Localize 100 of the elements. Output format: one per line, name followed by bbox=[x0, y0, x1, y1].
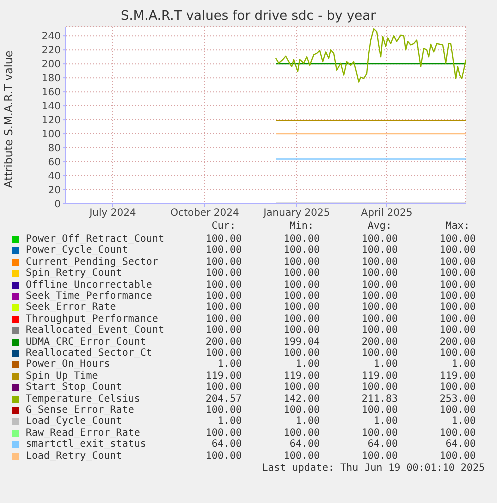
text: 1.00 bbox=[294, 359, 320, 370]
legend-label: Spin_Up_Time bbox=[26, 370, 98, 382]
text: 100.00 bbox=[438, 450, 476, 462]
text: 200.00 bbox=[438, 336, 476, 348]
text: 100.00 bbox=[282, 280, 320, 291]
line-series bbox=[275, 28, 466, 83]
legend-label: Reallocated_Event_Count bbox=[26, 325, 164, 336]
y-tick-label: 120 bbox=[42, 116, 61, 127]
text: 199.04 bbox=[282, 336, 320, 348]
legend-label: Temperature_Celsius bbox=[26, 394, 140, 405]
text: 100.00 bbox=[438, 291, 476, 302]
text: 100.00 bbox=[438, 280, 476, 291]
legend-label: Raw_Read_Error_Rate bbox=[26, 428, 140, 439]
x-tick-label: January 2025 bbox=[262, 208, 330, 220]
x-tick-label: July 2024 bbox=[88, 208, 136, 220]
legend-label: Seek_Error_Rate bbox=[26, 302, 116, 314]
text: 100.00 bbox=[204, 405, 242, 416]
text: 100.00 bbox=[204, 234, 242, 245]
text: 100.00 bbox=[204, 256, 242, 268]
y-tick-label: 40 bbox=[48, 172, 61, 183]
text: 1.00 bbox=[294, 416, 320, 428]
legend-label: G_Sense_Error_Rate bbox=[26, 405, 134, 416]
legend-label: Load_Cycle_Count bbox=[26, 416, 122, 428]
text: 100.00 bbox=[204, 302, 242, 314]
legend-label: Offline_Uncorrectable bbox=[26, 280, 152, 291]
legend-label: Seek_Time_Performance bbox=[26, 291, 152, 302]
text: 64.00 bbox=[288, 439, 320, 450]
text: 100.00 bbox=[282, 405, 320, 416]
legend-label: smartctl_exit_status bbox=[26, 439, 146, 450]
text: 119.00 bbox=[438, 370, 476, 382]
text: 100.00 bbox=[360, 256, 398, 268]
y-tick-label: 20 bbox=[48, 186, 61, 197]
text: 100.00 bbox=[360, 291, 398, 302]
text: 1.00 bbox=[450, 416, 476, 428]
y-axis-title: Attribute S.M.A.R.T value bbox=[2, 50, 16, 190]
text: 100.00 bbox=[282, 314, 320, 325]
text: 100.00 bbox=[282, 382, 320, 394]
y-tick-label: 160 bbox=[42, 88, 61, 99]
text: 100.00 bbox=[438, 256, 476, 268]
text: Cur: bbox=[210, 221, 237, 232]
text: 100.00 bbox=[204, 382, 242, 394]
text: 100.00 bbox=[204, 348, 242, 359]
text: 100.00 bbox=[282, 256, 320, 268]
text: 253.00 bbox=[438, 394, 476, 405]
text: 100.00 bbox=[360, 268, 398, 280]
legend-label: Power_Cycle_Count bbox=[26, 245, 128, 256]
legend-label: Load_Retry_Count bbox=[26, 450, 122, 462]
text: 100.00 bbox=[204, 314, 242, 325]
text: 1.00 bbox=[450, 359, 476, 370]
text: 100.00 bbox=[282, 302, 320, 314]
legend-label: UDMA_CRC_Error_Count bbox=[26, 336, 146, 348]
y-tick-label: 100 bbox=[42, 130, 61, 141]
text: 100.00 bbox=[282, 245, 320, 256]
text: 100.00 bbox=[282, 291, 320, 302]
text: 100.00 bbox=[282, 428, 320, 439]
text: Avg: bbox=[366, 221, 393, 232]
text: 100.00 bbox=[282, 450, 320, 462]
text: 100.00 bbox=[438, 428, 476, 439]
text: 100.00 bbox=[360, 234, 398, 245]
legend-label: Power_Off_Retract_Count bbox=[26, 234, 164, 245]
text: 100.00 bbox=[282, 268, 320, 280]
text: 100.00 bbox=[360, 348, 398, 359]
text: 1.00 bbox=[216, 416, 242, 428]
text: 100.00 bbox=[360, 405, 398, 416]
legend-label: Throughput_Performance bbox=[26, 314, 158, 325]
x-tick-label: October 2024 bbox=[170, 208, 240, 220]
text: 100.00 bbox=[360, 302, 398, 314]
text: 100.00 bbox=[438, 245, 476, 256]
text: 204.57 bbox=[204, 394, 242, 405]
text: 100.00 bbox=[438, 302, 476, 314]
text: 100.00 bbox=[438, 382, 476, 394]
text: 142.00 bbox=[282, 394, 320, 405]
text: 64.00 bbox=[444, 439, 476, 450]
text: 100.00 bbox=[282, 325, 320, 336]
text: Min: bbox=[288, 221, 315, 232]
text: 100.00 bbox=[204, 450, 242, 462]
text: 119.00 bbox=[360, 370, 398, 382]
legend-label: Current_Pending_Sector bbox=[26, 256, 158, 268]
text: 100.00 bbox=[438, 405, 476, 416]
text: 100.00 bbox=[282, 234, 320, 245]
y-tick-label: 240 bbox=[42, 32, 61, 43]
text: 119.00 bbox=[204, 370, 242, 382]
y-tick-label: 0 bbox=[54, 200, 61, 211]
chart-title: S.M.A.R.T values for drive sdc - by year bbox=[120, 9, 377, 24]
text: Max: bbox=[444, 221, 471, 232]
text: 100.00 bbox=[438, 325, 476, 336]
text: 64.00 bbox=[366, 439, 398, 450]
text: 100.00 bbox=[204, 268, 242, 280]
text: 100.00 bbox=[204, 280, 242, 291]
text: 64.00 bbox=[210, 439, 242, 450]
text: Last update: Thu Jun 19 00:01:10 2025 bbox=[262, 463, 485, 474]
x-tick-label: April 2025 bbox=[361, 208, 413, 220]
legend-label: Power_On_Hours bbox=[26, 359, 110, 370]
y-tick-label: 140 bbox=[42, 102, 61, 113]
text: 100.00 bbox=[438, 348, 476, 359]
text: 100.00 bbox=[438, 268, 476, 280]
text: 1.00 bbox=[216, 359, 242, 370]
text: 100.00 bbox=[360, 280, 398, 291]
y-tick-label: 180 bbox=[42, 74, 61, 85]
text: 100.00 bbox=[360, 314, 398, 325]
